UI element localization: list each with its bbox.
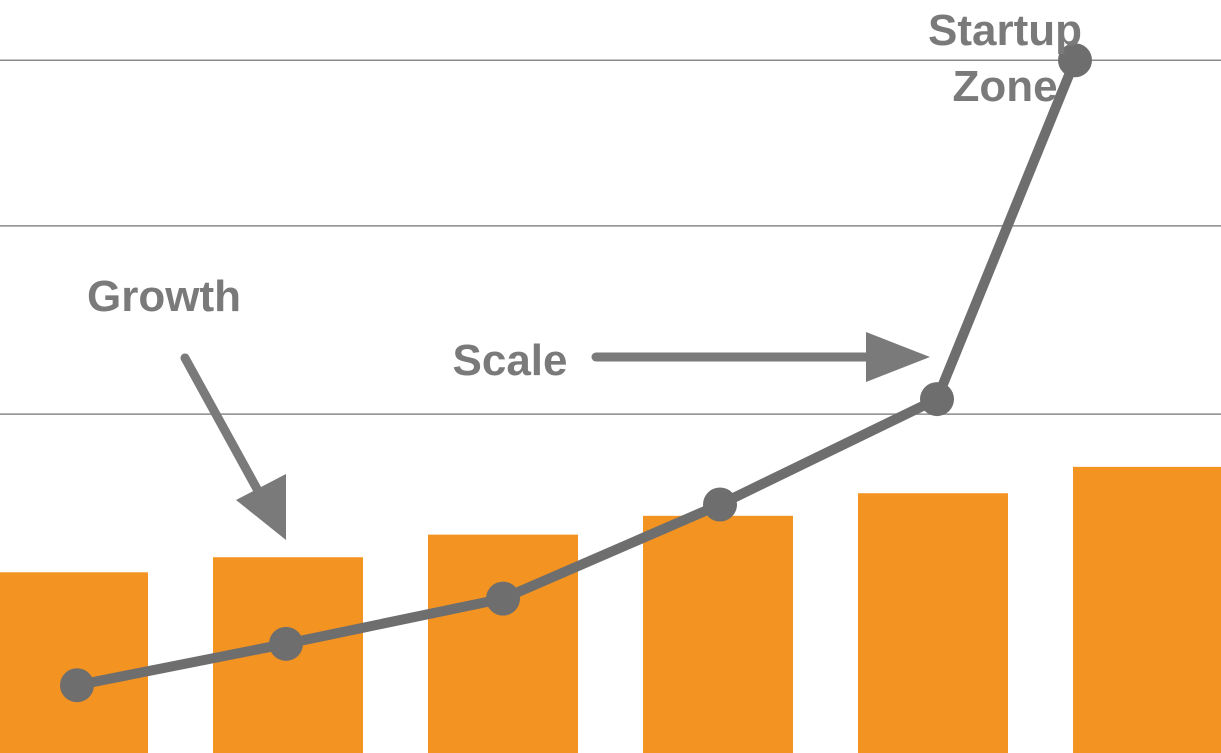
trend-point-4 xyxy=(920,382,954,417)
bar-2 xyxy=(428,534,578,753)
annotation-arrows xyxy=(180,332,930,540)
bar-3 xyxy=(643,515,793,753)
gridlines xyxy=(0,59,1221,415)
growth-arrow-shaft xyxy=(180,353,267,503)
bar-0 xyxy=(0,572,148,753)
startup-zone-label-line1: Startup xyxy=(928,6,1082,55)
trend-point-1 xyxy=(269,626,303,661)
scale-arrowhead xyxy=(866,332,930,382)
trend-point-0 xyxy=(60,668,94,703)
trend-line xyxy=(60,43,1092,703)
trend-line-path xyxy=(72,55,1080,691)
bar-4 xyxy=(858,493,1008,753)
bars xyxy=(0,466,1221,753)
growth-arrowhead xyxy=(236,474,286,540)
scale-label: Scale xyxy=(453,336,568,385)
trend-point-2 xyxy=(486,581,520,616)
annotations: Growth Scale Startup Zone xyxy=(87,6,1082,385)
startup-zone-label-line2: Zone xyxy=(952,62,1057,111)
trend-point-3 xyxy=(703,487,737,522)
trend-point-5 xyxy=(1058,43,1092,78)
growth-label: Growth xyxy=(87,272,241,321)
bar-5 xyxy=(1073,466,1221,753)
